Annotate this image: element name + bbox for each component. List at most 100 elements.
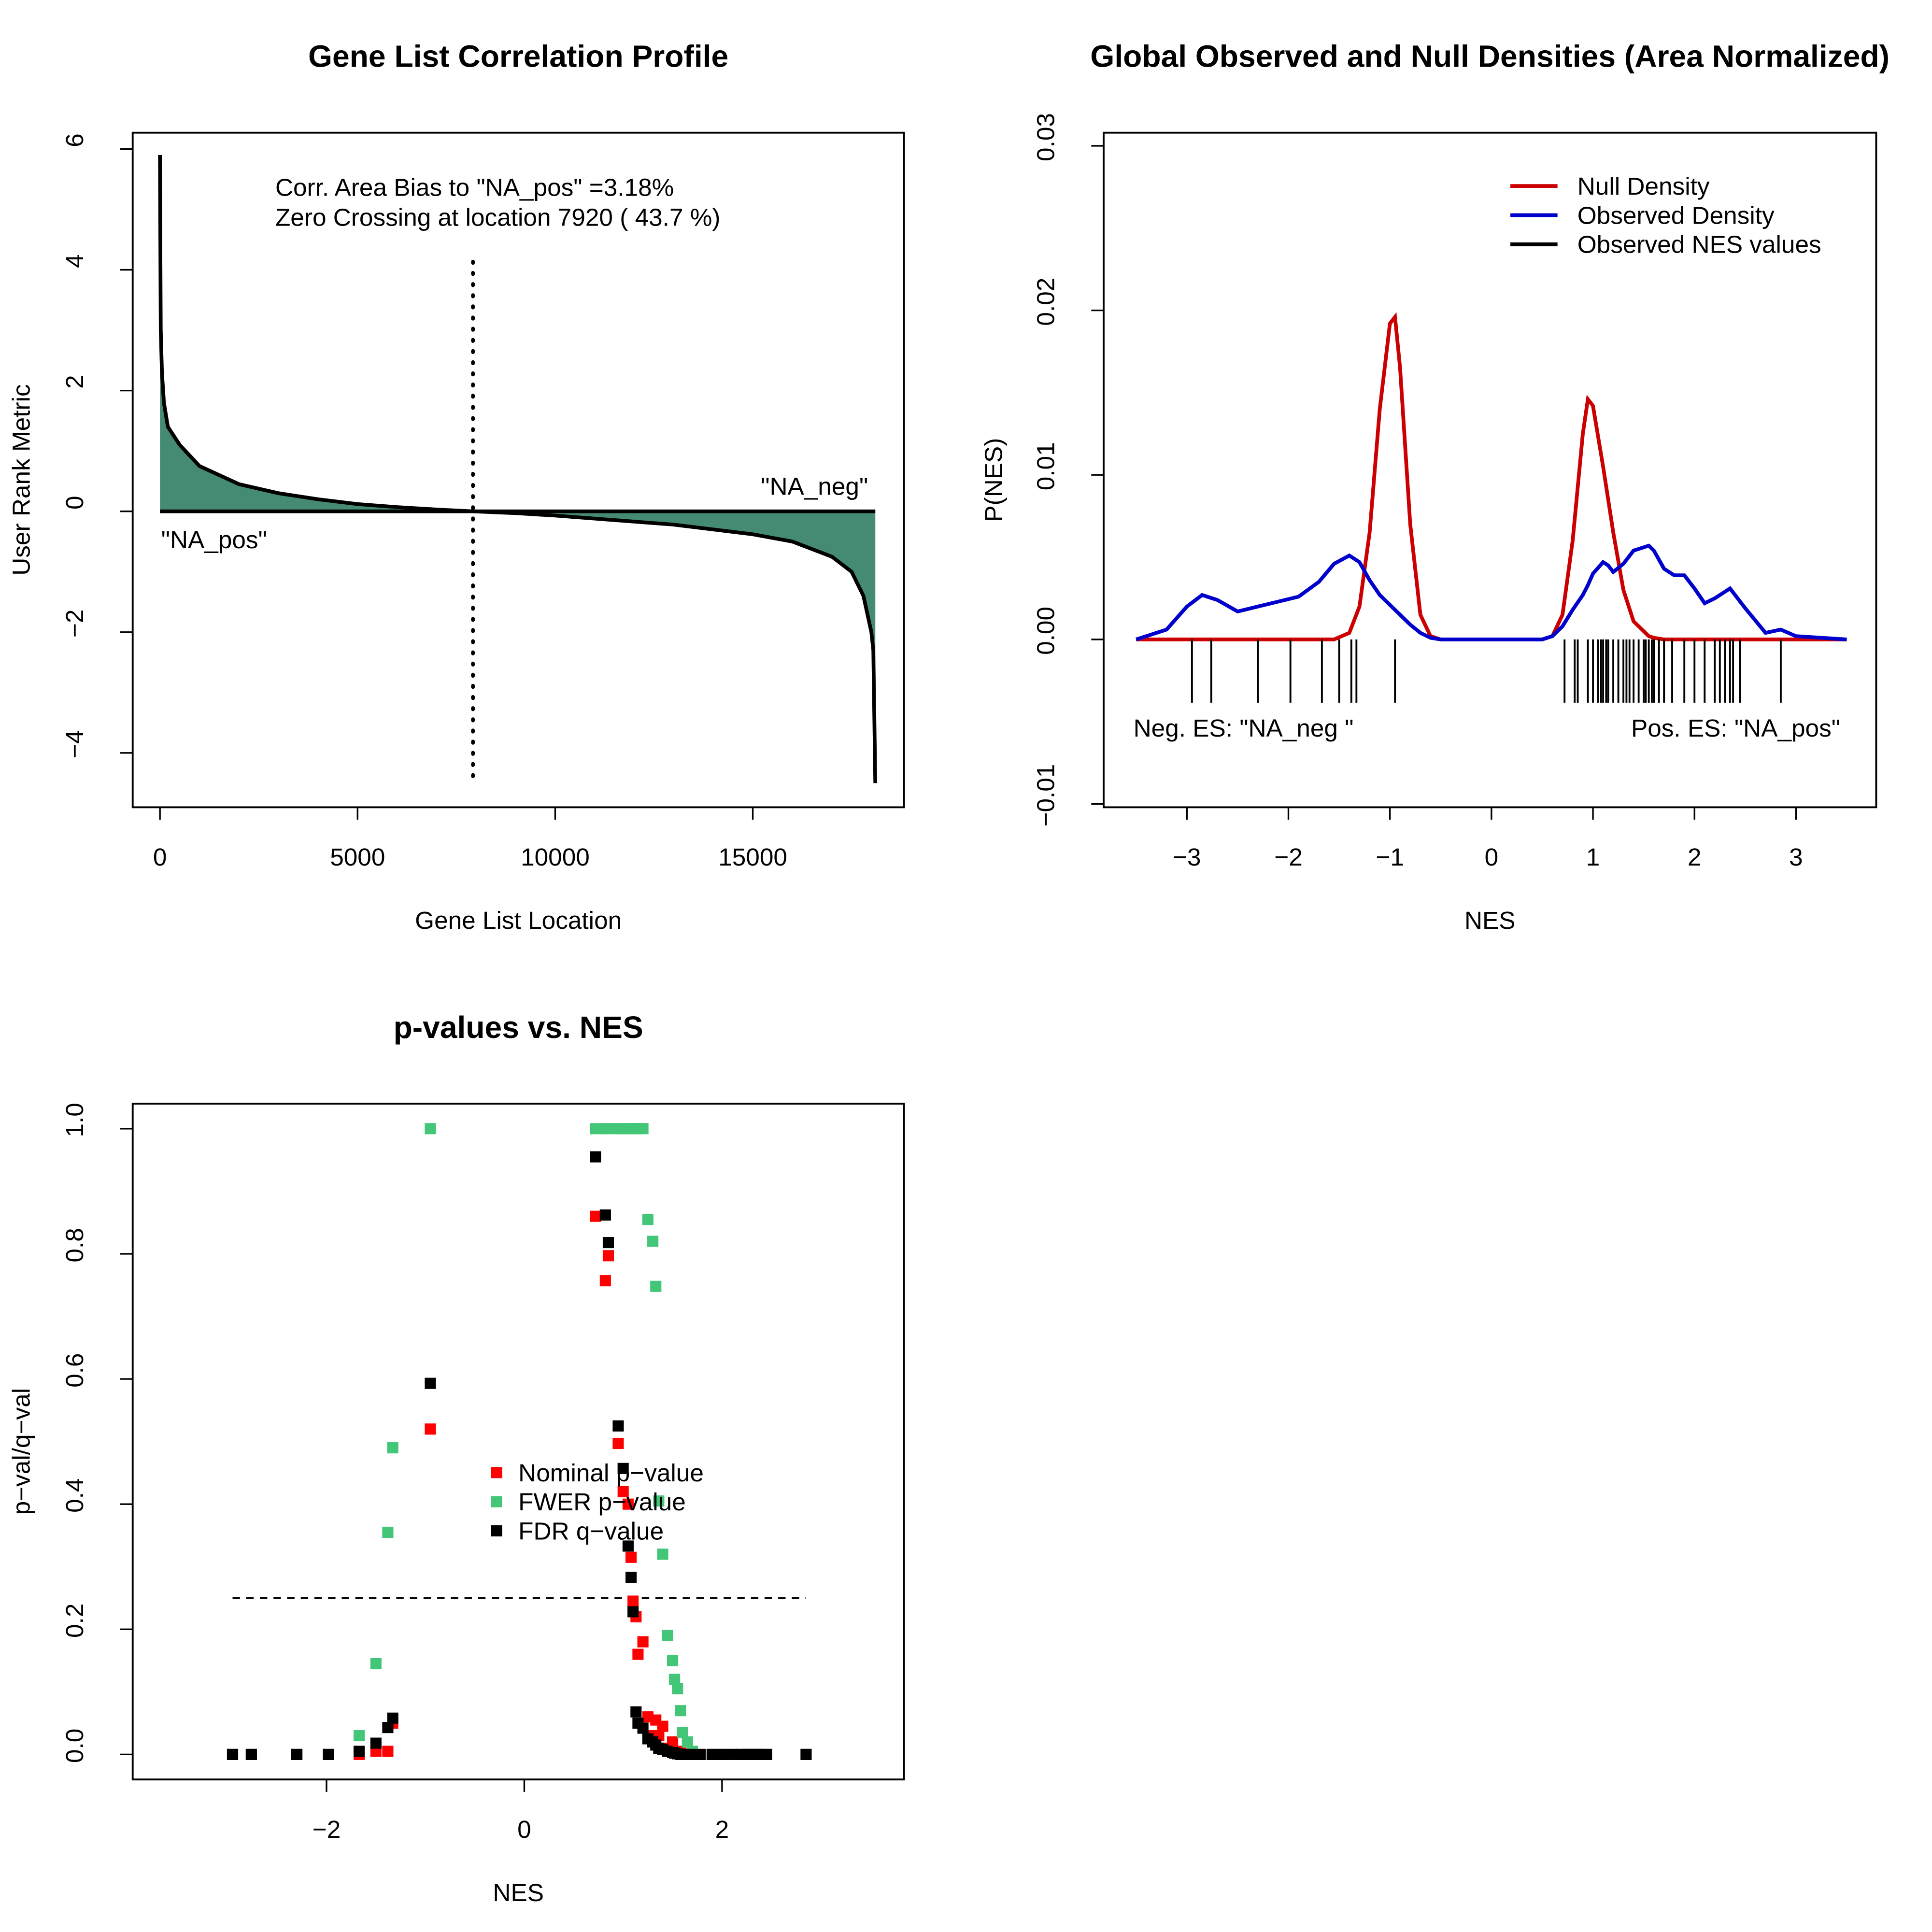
point: [323, 1748, 334, 1760]
y-tick-label: 0.6: [61, 1353, 88, 1387]
legend-swatch: [491, 1525, 502, 1537]
point: [675, 1705, 686, 1717]
x-axis-label: NES: [1464, 907, 1516, 934]
x-axis-label: Gene List Location: [415, 907, 622, 934]
y-axis-label: P(NES): [980, 438, 1007, 522]
point: [627, 1595, 639, 1607]
annotation: "NA_neg": [761, 472, 868, 500]
x-tick-label: 0: [153, 843, 167, 871]
plot-frame: [131, 1103, 905, 1781]
point: [599, 1275, 611, 1287]
x-tick-label: 2: [1688, 843, 1702, 871]
legend-swatch: [491, 1496, 502, 1507]
point: [667, 1736, 679, 1748]
annotation: "NA_pos": [161, 526, 267, 554]
x-tick-label: 10000: [521, 843, 590, 871]
annotation: Zero Crossing at location 7920 ( 43.7 %): [275, 203, 721, 231]
y-tick-label: −4: [61, 730, 88, 759]
x-axis-label: NES: [493, 1879, 544, 1906]
x-tick-label: 0: [517, 1816, 531, 1843]
y-tick-label: 6: [61, 133, 88, 147]
point: [599, 1209, 611, 1221]
y-tick-label: 0.8: [61, 1228, 88, 1262]
x-tick-label: −1: [1376, 843, 1404, 871]
point: [291, 1748, 303, 1760]
point: [695, 1748, 706, 1760]
point: [353, 1730, 365, 1742]
point: [387, 1712, 398, 1724]
point: [370, 1658, 382, 1670]
point: [716, 1748, 728, 1760]
point: [672, 1683, 683, 1694]
point: [602, 1237, 614, 1249]
x-tick-label: −2: [1274, 843, 1303, 871]
point: [590, 1210, 601, 1222]
annotation: Pos. ES: "NA_pos": [1631, 714, 1840, 742]
legend-label: FDR q−value: [518, 1517, 664, 1545]
x-tick-label: −3: [1173, 843, 1201, 871]
legend-label: FWER p−value: [518, 1488, 686, 1516]
point: [761, 1748, 772, 1760]
y-tick-label: −2: [61, 610, 88, 638]
x-tick-label: 5000: [330, 843, 385, 871]
annotation: Corr. Area Bias to "NA_pos" =3.18%: [275, 174, 674, 201]
point: [622, 1498, 634, 1510]
point: [622, 1540, 634, 1552]
x-tick-label: 0: [1485, 843, 1499, 871]
legend-label: Observed Density: [1577, 201, 1775, 229]
point: [382, 1746, 394, 1757]
y-tick-label: 0.0: [61, 1729, 88, 1763]
x-tick-label: 15000: [718, 843, 787, 871]
point: [590, 1123, 601, 1135]
point: [602, 1123, 614, 1135]
point: [370, 1737, 382, 1749]
point: [669, 1674, 681, 1685]
point: [657, 1720, 668, 1732]
y-tick-label: 4: [61, 254, 88, 268]
density-line: [1136, 543, 1847, 641]
point: [630, 1706, 642, 1718]
point: [647, 1236, 659, 1247]
point: [612, 1437, 624, 1449]
point: [637, 1123, 649, 1135]
point: [625, 1551, 637, 1563]
point: [632, 1648, 644, 1660]
legend-label: Nominal p−value: [518, 1459, 704, 1487]
point: [650, 1280, 662, 1292]
chart-title: Global Observed and Null Densities (Area…: [1090, 39, 1889, 74]
plot-frame: [1103, 131, 1877, 809]
point: [425, 1378, 436, 1389]
point: [590, 1151, 601, 1163]
y-tick-label: 1.0: [61, 1103, 88, 1137]
y-axis-label: p−val/q−val: [8, 1388, 35, 1515]
point: [653, 1495, 665, 1507]
y-tick-label: 0.02: [1032, 278, 1059, 326]
point: [617, 1486, 629, 1497]
y-tick-label: 2: [61, 375, 88, 389]
y-tick-label: 0.00: [1032, 607, 1059, 655]
point: [637, 1636, 649, 1648]
x-tick-label: 3: [1789, 843, 1803, 871]
legend-label: Observed NES values: [1577, 231, 1821, 258]
point: [425, 1123, 436, 1135]
y-tick-label: 0.4: [61, 1478, 88, 1513]
x-tick-label: −2: [313, 1816, 341, 1843]
annotation: Neg. ES: "NA_neg ": [1134, 714, 1354, 742]
point: [682, 1736, 693, 1748]
point: [627, 1606, 639, 1618]
point: [602, 1250, 614, 1262]
y-tick-label: 0.03: [1032, 113, 1059, 161]
point: [800, 1748, 812, 1760]
point: [667, 1655, 679, 1666]
point: [726, 1748, 738, 1760]
x-tick-label: 1: [1586, 843, 1600, 871]
line: [158, 155, 878, 783]
point: [642, 1214, 653, 1225]
y-tick-label: 0.01: [1032, 442, 1059, 490]
chart-title: p-values vs. NES: [394, 1010, 643, 1045]
point: [657, 1548, 668, 1560]
plot-frame: [131, 131, 905, 809]
point: [637, 1722, 649, 1734]
y-tick-label: 0: [61, 496, 88, 510]
